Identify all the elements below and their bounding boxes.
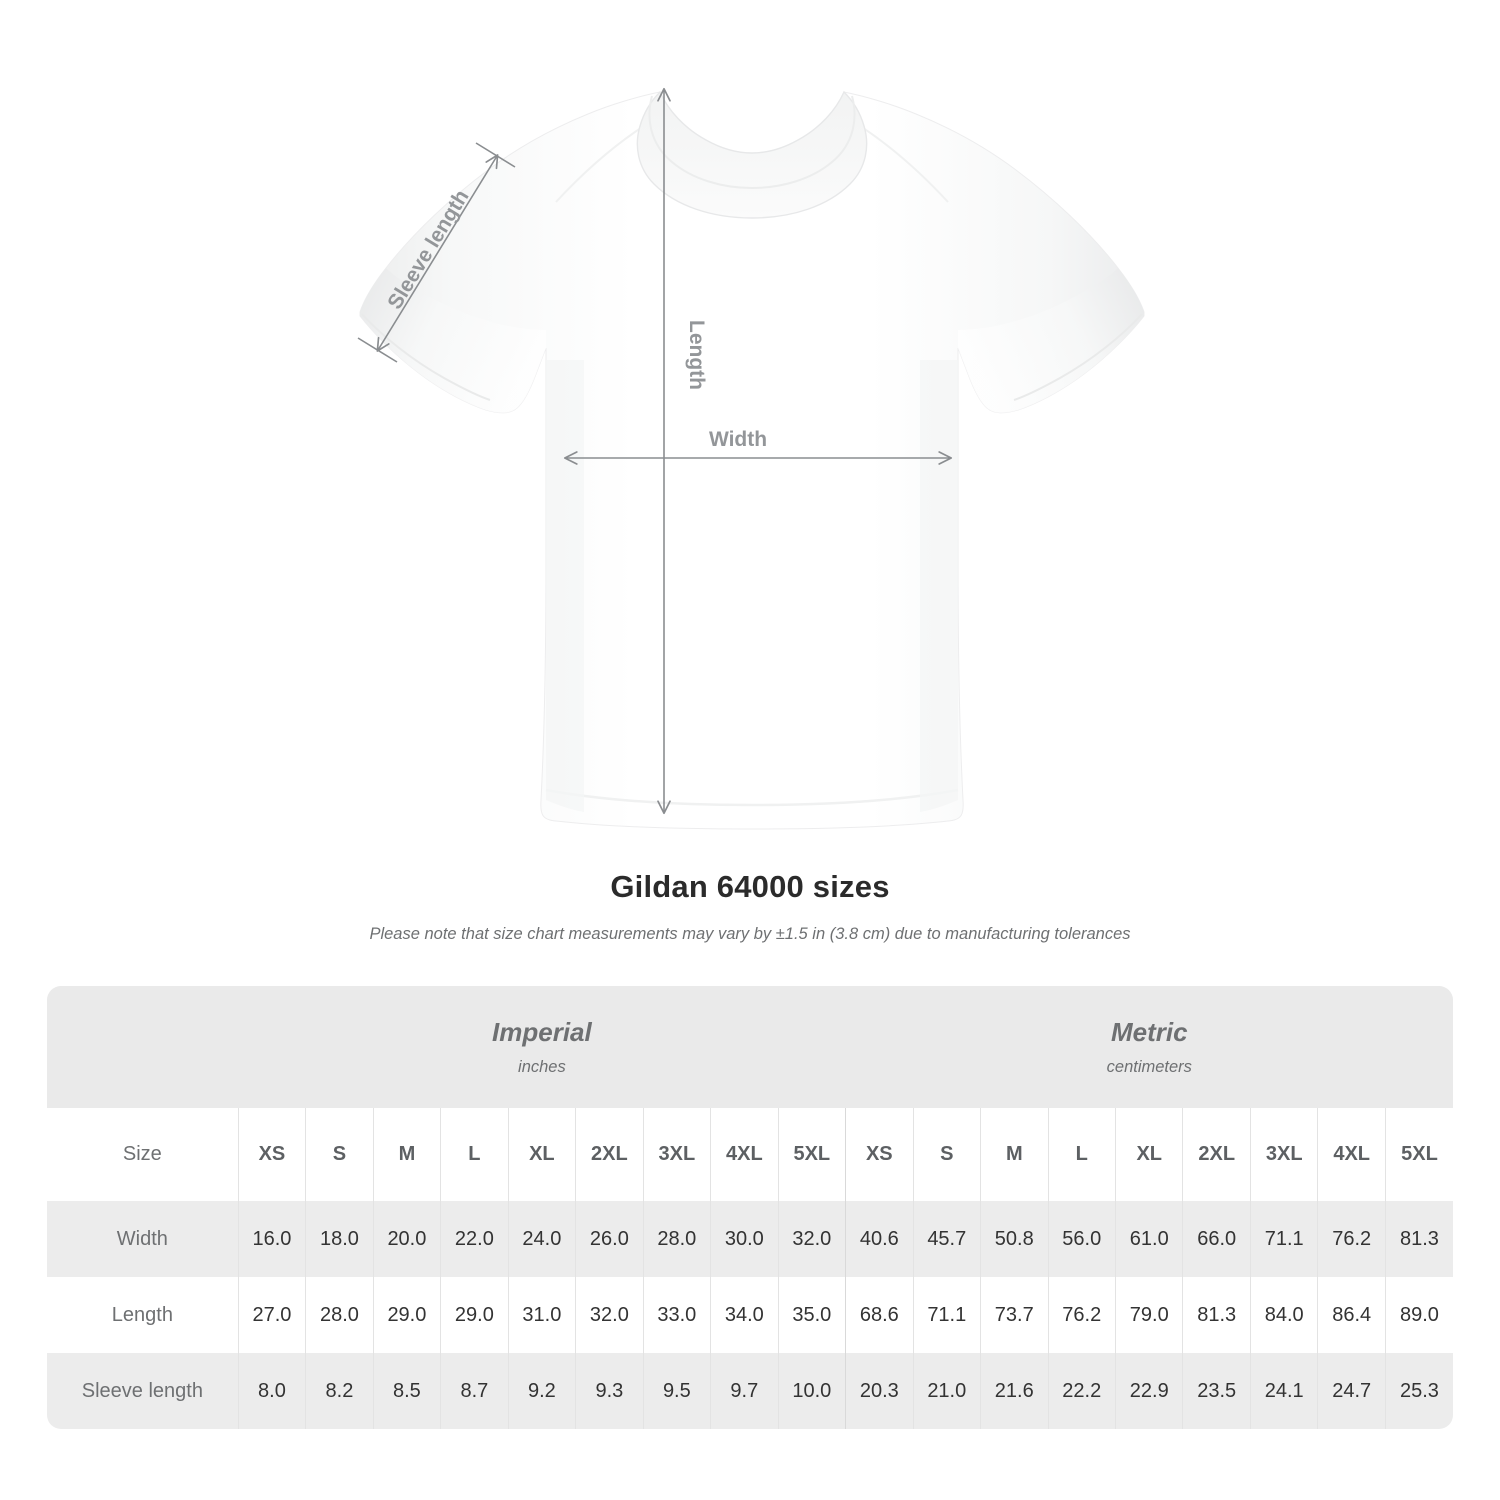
unit-subtitle: inches: [518, 1058, 566, 1077]
measurement-value: 8.2: [305, 1353, 374, 1429]
unit-banner-row: Imperial inches Metric centimeters: [47, 986, 1453, 1108]
size-chart-table-container: Imperial inches Metric centimeters Size XS S M L…: [47, 986, 1453, 1429]
measurement-label: Sleeve length: [47, 1353, 239, 1429]
measurement-value: 71.1: [912, 1277, 981, 1353]
measurement-value: 10.0: [777, 1353, 846, 1429]
measurement-value: 34.0: [710, 1277, 779, 1353]
size-header-cell: XL: [507, 1108, 576, 1201]
measurement-value: 22.0: [440, 1201, 509, 1277]
measurement-value: 50.8: [980, 1201, 1049, 1277]
size-header-label: Size: [47, 1108, 239, 1201]
tolerance-note: Please note that size chart measurements…: [369, 925, 1131, 944]
size-header-cell: 2XL: [1182, 1108, 1251, 1201]
measurement-value: 9.3: [575, 1353, 644, 1429]
measurement-value: 45.7: [912, 1201, 981, 1277]
measurement-value: 28.0: [642, 1201, 711, 1277]
measurement-value: 9.7: [710, 1353, 779, 1429]
unit-banner-spacer: [47, 986, 239, 1108]
table-row: Length 27.0 28.0 29.0 29.0 31.0 32.0 33.0 34.0 35…: [47, 1277, 1453, 1353]
size-header-cell: 3XL: [1249, 1108, 1318, 1201]
size-header-cell: L: [440, 1108, 509, 1201]
measurement-value: 81.3: [1384, 1201, 1453, 1277]
measurement-value: 86.4: [1317, 1277, 1386, 1353]
measurement-value: 24.7: [1317, 1353, 1386, 1429]
size-chart-table: Imperial inches Metric centimeters Size XS S M L…: [47, 986, 1453, 1429]
measurement-value: 33.0: [642, 1277, 711, 1353]
tshirt-shape: [359, 90, 1145, 830]
measurement-value: 22.9: [1114, 1353, 1183, 1429]
measurement-value: 16.0: [237, 1201, 306, 1277]
measurement-value: 27.0: [237, 1277, 306, 1353]
measurement-value: 20.0: [372, 1201, 441, 1277]
measurement-value: 22.2: [1047, 1353, 1116, 1429]
unit-header-metric: Metric centimeters: [845, 986, 1453, 1108]
table-row: Width 16.0 18.0 20.0 22.0 24.0 26.0 28.0 30.0 32.…: [47, 1201, 1453, 1277]
table-row: Sleeve length 8.0 8.2 8.5 8.7 9.2 9.3 9.5 9.7 10.…: [47, 1353, 1453, 1429]
size-header-cell: XS: [237, 1108, 306, 1201]
measurement-value: 56.0: [1047, 1201, 1116, 1277]
unit-header-imperial: Imperial inches: [238, 986, 846, 1108]
size-header-cell: 5XL: [1384, 1108, 1453, 1201]
unit-subtitle: centimeters: [1106, 1058, 1192, 1077]
measurement-value: 32.0: [575, 1277, 644, 1353]
size-header-cell: XL: [1114, 1108, 1183, 1201]
measurement-value: 31.0: [507, 1277, 576, 1353]
size-header-cell: XS: [845, 1108, 914, 1201]
page-title: Gildan 64000 sizes: [610, 869, 890, 904]
size-header-row: Size XS S M L XL 2XL 3XL 4XL 5XL XS S M L XL 2XL 3XL 4XL 5…: [47, 1108, 1453, 1201]
measurement-value: 89.0: [1384, 1277, 1453, 1353]
measurement-value: 21.6: [980, 1353, 1049, 1429]
size-header-cell: S: [305, 1108, 374, 1201]
size-header-cell: 4XL: [710, 1108, 779, 1201]
title-block: Gildan 64000 sizes Please note that size…: [0, 868, 1500, 946]
measurement-value: 21.0: [912, 1353, 981, 1429]
measurement-value: 8.5: [372, 1353, 441, 1429]
measurement-value: 84.0: [1249, 1277, 1318, 1353]
measurement-value: 24.1: [1249, 1353, 1318, 1429]
sleeve-length-measure-annotation: [357, 142, 516, 363]
measurement-value: 28.0: [305, 1277, 374, 1353]
measurement-value: 26.0: [575, 1201, 644, 1277]
measurement-value: 29.0: [440, 1277, 509, 1353]
measurement-value: 8.0: [237, 1353, 306, 1429]
measurement-label: Width: [47, 1201, 239, 1277]
width-label: Width: [709, 428, 767, 451]
measurement-value: 76.2: [1047, 1277, 1116, 1353]
measurement-value: 68.6: [845, 1277, 914, 1353]
size-header-cell: 3XL: [642, 1108, 711, 1201]
size-header-cell: 4XL: [1317, 1108, 1386, 1201]
size-header-cell: S: [912, 1108, 981, 1201]
size-header-cell: 5XL: [777, 1108, 846, 1201]
measurement-value: 23.5: [1182, 1353, 1251, 1429]
unit-name: Metric: [1110, 1016, 1188, 1047]
measurement-value: 32.0: [777, 1201, 846, 1277]
size-header-cell: M: [372, 1108, 441, 1201]
measurement-value: 29.0: [372, 1277, 441, 1353]
tshirt-illustration: Sleeve length Length Width: [357, 87, 1145, 830]
measurement-value: 18.0: [305, 1201, 374, 1277]
measurement-value: 81.3: [1182, 1277, 1251, 1353]
measurement-value: 73.7: [980, 1277, 1049, 1353]
measurement-value: 40.6: [845, 1201, 914, 1277]
measurement-value: 76.2: [1317, 1201, 1386, 1277]
measurement-value: 66.0: [1182, 1201, 1251, 1277]
measurement-value: 35.0: [777, 1277, 846, 1353]
size-header-cell: 2XL: [575, 1108, 644, 1201]
size-header-cell: M: [980, 1108, 1049, 1201]
measurement-value: 79.0: [1114, 1277, 1183, 1353]
size-header-cell: L: [1047, 1108, 1116, 1201]
measurement-value: 20.3: [845, 1353, 914, 1429]
measurement-value: 9.5: [642, 1353, 711, 1429]
measurement-value: 9.2: [507, 1353, 576, 1429]
measurement-label: Length: [47, 1277, 239, 1353]
measurement-value: 30.0: [710, 1201, 779, 1277]
measurement-value: 8.7: [440, 1353, 509, 1429]
unit-name: Imperial: [492, 1016, 592, 1047]
length-label: Length: [685, 320, 708, 390]
measurement-value: 24.0: [507, 1201, 576, 1277]
measurement-value: 71.1: [1249, 1201, 1318, 1277]
measurement-value: 61.0: [1114, 1201, 1183, 1277]
measurement-value: 25.3: [1384, 1353, 1453, 1429]
